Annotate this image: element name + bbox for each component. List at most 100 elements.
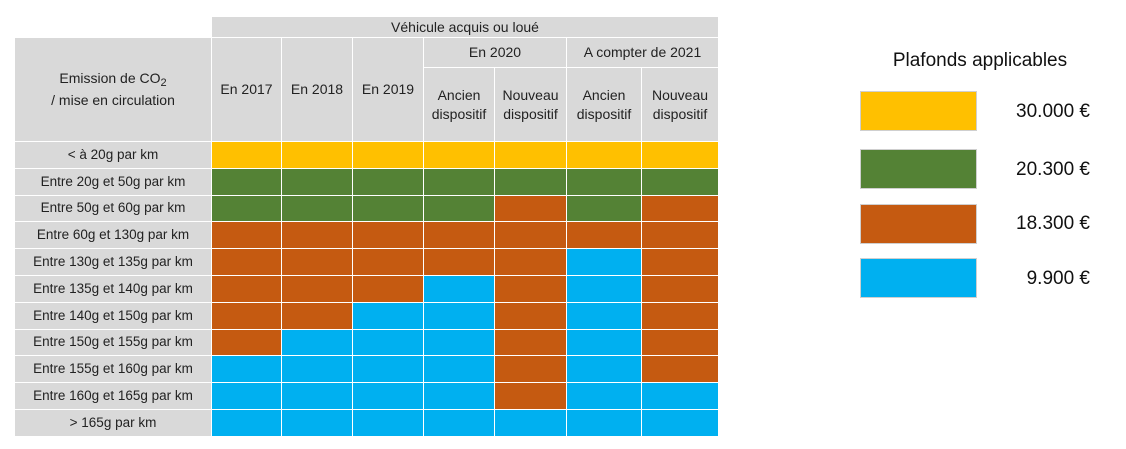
table-cell (212, 142, 282, 169)
row-label: Entre 20g et 50g par km (15, 169, 212, 196)
table-cell (282, 303, 353, 330)
table-cell (353, 169, 424, 196)
table-cell (495, 383, 567, 410)
header-2020-ancien-l1: Ancien (437, 86, 481, 103)
header-group-2021: A compter de 2021 (567, 38, 719, 68)
table-cell (495, 169, 567, 196)
table-cell (353, 196, 424, 222)
row-label: Entre 155g et 160g par km (15, 356, 212, 383)
row-label: Entre 60g et 130g par km (15, 222, 212, 249)
header-year-2017: En 2017 (212, 38, 282, 142)
table-cell (495, 356, 567, 383)
table-cell (642, 356, 719, 383)
table-cell (353, 383, 424, 410)
table-cell (353, 222, 424, 249)
header-2021-nouveau: Nouveau dispositif (642, 68, 719, 142)
table-cell (212, 303, 282, 330)
table-cell (282, 330, 353, 356)
table-cell (642, 249, 719, 276)
table-cell (567, 142, 642, 169)
table-cell (212, 169, 282, 196)
table-cell (212, 222, 282, 249)
table-cell (353, 276, 424, 303)
legend-value-18300: 18.300 € (1016, 213, 1090, 234)
table-cell (424, 142, 495, 169)
table-cell (353, 249, 424, 276)
table-cell (353, 142, 424, 169)
table-cell (282, 356, 353, 383)
table-cell (495, 222, 567, 249)
table-cell (212, 196, 282, 222)
table-cell (212, 383, 282, 410)
header-2020-ancien: Ancien dispositif (424, 68, 495, 142)
table-cell (282, 410, 353, 437)
legend-swatch-18300 (860, 204, 977, 244)
table-cell (424, 196, 495, 222)
table-cell (353, 330, 424, 356)
table-cell (495, 303, 567, 330)
table-cell (495, 276, 567, 303)
row-label: Entre 140g et 150g par km (15, 303, 212, 330)
header-group-2020: En 2020 (424, 38, 567, 68)
header-2020-ancien-l2: dispositif (431, 105, 487, 122)
table-cell (282, 383, 353, 410)
row-label: < à 20g par km (15, 142, 212, 169)
table-cell (212, 356, 282, 383)
legend-value-30000: 30.000 € (1016, 101, 1090, 122)
legend-swatch-9900 (860, 258, 977, 298)
table-cell (567, 276, 642, 303)
legend-swatch-30000 (860, 91, 977, 131)
legend-title: Plafonds applicables (892, 50, 1068, 71)
table-cell (642, 330, 719, 356)
table-cell (424, 249, 495, 276)
table-cell (353, 356, 424, 383)
table-cell (424, 330, 495, 356)
table-cell (282, 142, 353, 169)
row-label: Entre 150g et 155g par km (15, 330, 212, 356)
row-label: Entre 160g et 165g par km (15, 383, 212, 410)
header-2021-ancien-l2: dispositif (576, 105, 632, 122)
table-cell (495, 410, 567, 437)
table-cell (567, 303, 642, 330)
table-cell (212, 249, 282, 276)
table-cell (567, 383, 642, 410)
table-cell (212, 410, 282, 437)
table-cell (642, 276, 719, 303)
table-cell (282, 249, 353, 276)
table-cell (642, 169, 719, 196)
table-cell (567, 410, 642, 437)
table-cell (353, 303, 424, 330)
header-emission: Emission de CO2 / mise en circulation (15, 38, 212, 142)
header-emission-line2: / mise en circulation (51, 91, 175, 108)
table-cell (424, 356, 495, 383)
table-cell (567, 249, 642, 276)
table-cell (495, 249, 567, 276)
table-cell (282, 169, 353, 196)
row-label: Entre 50g et 60g par km (15, 196, 212, 222)
header-2021-nouveau-l1: Nouveau (651, 86, 709, 103)
header-emission-line1: Emission de CO2 (59, 70, 167, 90)
table-cell (212, 330, 282, 356)
header-year-2019: En 2019 (353, 38, 424, 142)
table-cell (282, 196, 353, 222)
table-cell (495, 142, 567, 169)
table-cell (567, 169, 642, 196)
table-cell (642, 410, 719, 437)
table-cell (282, 222, 353, 249)
header-2021-nouveau-l2: dispositif (652, 105, 708, 122)
table-cell (424, 222, 495, 249)
header-2020-nouveau-l1: Nouveau (502, 86, 559, 103)
row-label: Entre 130g et 135g par km (15, 249, 212, 276)
table-cell (424, 383, 495, 410)
table-cell (495, 330, 567, 356)
table-cell (567, 330, 642, 356)
row-label: > 165g par km (15, 410, 212, 437)
header-vehicule: Véhicule acquis ou loué (212, 17, 719, 38)
row-label: Entre 135g et 140g par km (15, 276, 212, 303)
header-2021-ancien: Ancien dispositif (567, 68, 642, 142)
table-cell (424, 410, 495, 437)
legend-value-9900: 9.900 € (1026, 268, 1090, 289)
table-cell (424, 276, 495, 303)
header-year-2018: En 2018 (282, 38, 353, 142)
table-cell (642, 303, 719, 330)
